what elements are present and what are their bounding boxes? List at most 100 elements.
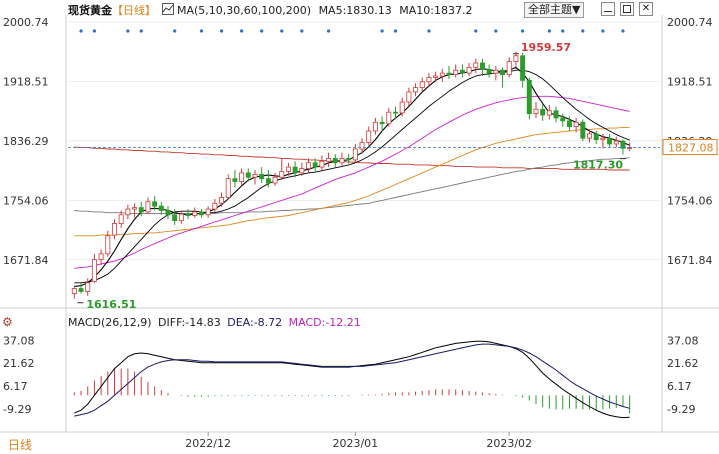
ma10-value: MA10:1837.2 xyxy=(399,4,473,17)
macd-tick-right: -9.29 xyxy=(667,403,695,416)
candle-body xyxy=(493,69,499,74)
candle-body xyxy=(265,178,271,184)
macd-tick-right: 37.08 xyxy=(667,334,699,347)
candle-body xyxy=(212,202,218,210)
event-marker xyxy=(581,29,585,33)
candle-body xyxy=(453,69,459,75)
event-marker xyxy=(199,29,204,33)
candle-body xyxy=(393,111,398,114)
macd-tick-right: 6.17 xyxy=(667,380,692,393)
candle-body xyxy=(71,288,77,295)
candle-body xyxy=(259,173,265,180)
candle-body xyxy=(607,137,613,145)
price-tick-right: 2000.74 xyxy=(667,16,713,29)
macd-dea-value: DEA:-8.72 xyxy=(227,316,283,329)
dea-line xyxy=(74,343,630,417)
candle-body xyxy=(459,69,465,74)
period-button[interactable]: 日线 xyxy=(8,438,33,452)
candle-body xyxy=(352,148,358,161)
candle-body xyxy=(433,75,439,78)
event-marker xyxy=(300,29,304,33)
period-tag[interactable]: 【日线】 xyxy=(112,4,156,17)
diff-line xyxy=(74,340,630,419)
candle-body xyxy=(125,208,131,216)
candle-body xyxy=(546,110,552,116)
candle-body xyxy=(466,66,472,74)
candle-body xyxy=(172,214,178,222)
macd-tick-left: 21.62 xyxy=(3,357,35,370)
candle-body xyxy=(98,253,104,261)
maximize-icon[interactable] xyxy=(620,2,634,16)
candle-body xyxy=(285,166,291,172)
candle-body xyxy=(520,55,526,81)
candle-body xyxy=(386,111,392,125)
candle-body xyxy=(198,211,204,216)
candle-body xyxy=(560,117,566,122)
high-annotation: 1959.57 xyxy=(521,41,571,54)
candle-body xyxy=(185,213,191,216)
chart-header: 现货黄金【日线】 MA(5,10,30,60,100,200) MA5:1830… xyxy=(68,3,473,18)
candle-body xyxy=(272,176,278,184)
candle-body xyxy=(306,162,311,169)
current-price-box xyxy=(662,139,718,156)
candle-body xyxy=(426,77,432,83)
event-marker xyxy=(474,29,478,33)
event-marker xyxy=(521,29,525,33)
candle-body xyxy=(112,223,117,236)
candle-body xyxy=(486,69,492,74)
event-marker xyxy=(561,29,565,33)
candle-body xyxy=(105,235,111,255)
candle-body xyxy=(205,208,211,216)
event-marker xyxy=(427,29,431,33)
macd-macd-value: MACD:-12.21 xyxy=(288,316,361,329)
theme-select[interactable]: 全部主题▼ xyxy=(524,2,585,18)
candle-body xyxy=(620,140,626,149)
event-marker xyxy=(92,29,97,33)
candle-body xyxy=(513,55,519,62)
indicator-settings-icon[interactable]: ⚙ xyxy=(2,315,13,329)
candle-body xyxy=(312,162,318,168)
event-marker xyxy=(139,29,143,33)
event-marker xyxy=(240,29,244,33)
candle-body xyxy=(479,62,485,70)
candle-body xyxy=(372,121,378,132)
macd-diff-value: DIFF:-14.83 xyxy=(158,316,221,329)
price-tick-left: 1754.06 xyxy=(3,194,49,207)
minimize-icon[interactable] xyxy=(601,2,615,16)
close-icon[interactable]: ✕ xyxy=(639,2,653,16)
candle-body xyxy=(339,158,345,164)
time-tick-label: 2023/01 xyxy=(332,437,378,450)
ma5-value: MA5:1830.13 xyxy=(318,4,392,17)
candle-body xyxy=(299,168,305,174)
candle-body xyxy=(192,211,198,216)
event-marker xyxy=(326,29,331,33)
candle-body xyxy=(252,173,258,178)
candle-body xyxy=(232,178,238,182)
candle-body xyxy=(225,178,231,198)
candle-body xyxy=(326,158,332,162)
time-tick-label: 2022/12 xyxy=(185,437,231,450)
event-marker xyxy=(380,29,384,33)
macd-tick-left: 6.17 xyxy=(3,380,28,393)
ma200-line xyxy=(74,146,630,171)
candle-body xyxy=(91,259,97,282)
candle-body xyxy=(145,201,151,213)
price-tick-right: 1671.84 xyxy=(667,254,713,267)
candle-body xyxy=(446,72,452,75)
candle-body xyxy=(573,121,579,128)
candle-body xyxy=(85,282,91,292)
event-marker xyxy=(173,29,177,33)
price-tick-right: 1918.51 xyxy=(667,75,713,88)
candle-body xyxy=(566,120,572,128)
candle-body xyxy=(78,288,84,292)
candle-body xyxy=(406,91,412,103)
ma-settings-icon[interactable] xyxy=(161,3,174,15)
candle-body xyxy=(366,130,372,143)
candle-body xyxy=(332,158,338,164)
ma60-line xyxy=(74,126,630,237)
macd-tick-right: 21.62 xyxy=(667,357,699,370)
candle-body xyxy=(152,201,158,207)
event-marker xyxy=(79,29,83,33)
ma100-line xyxy=(74,157,630,214)
candle-body xyxy=(506,61,512,75)
